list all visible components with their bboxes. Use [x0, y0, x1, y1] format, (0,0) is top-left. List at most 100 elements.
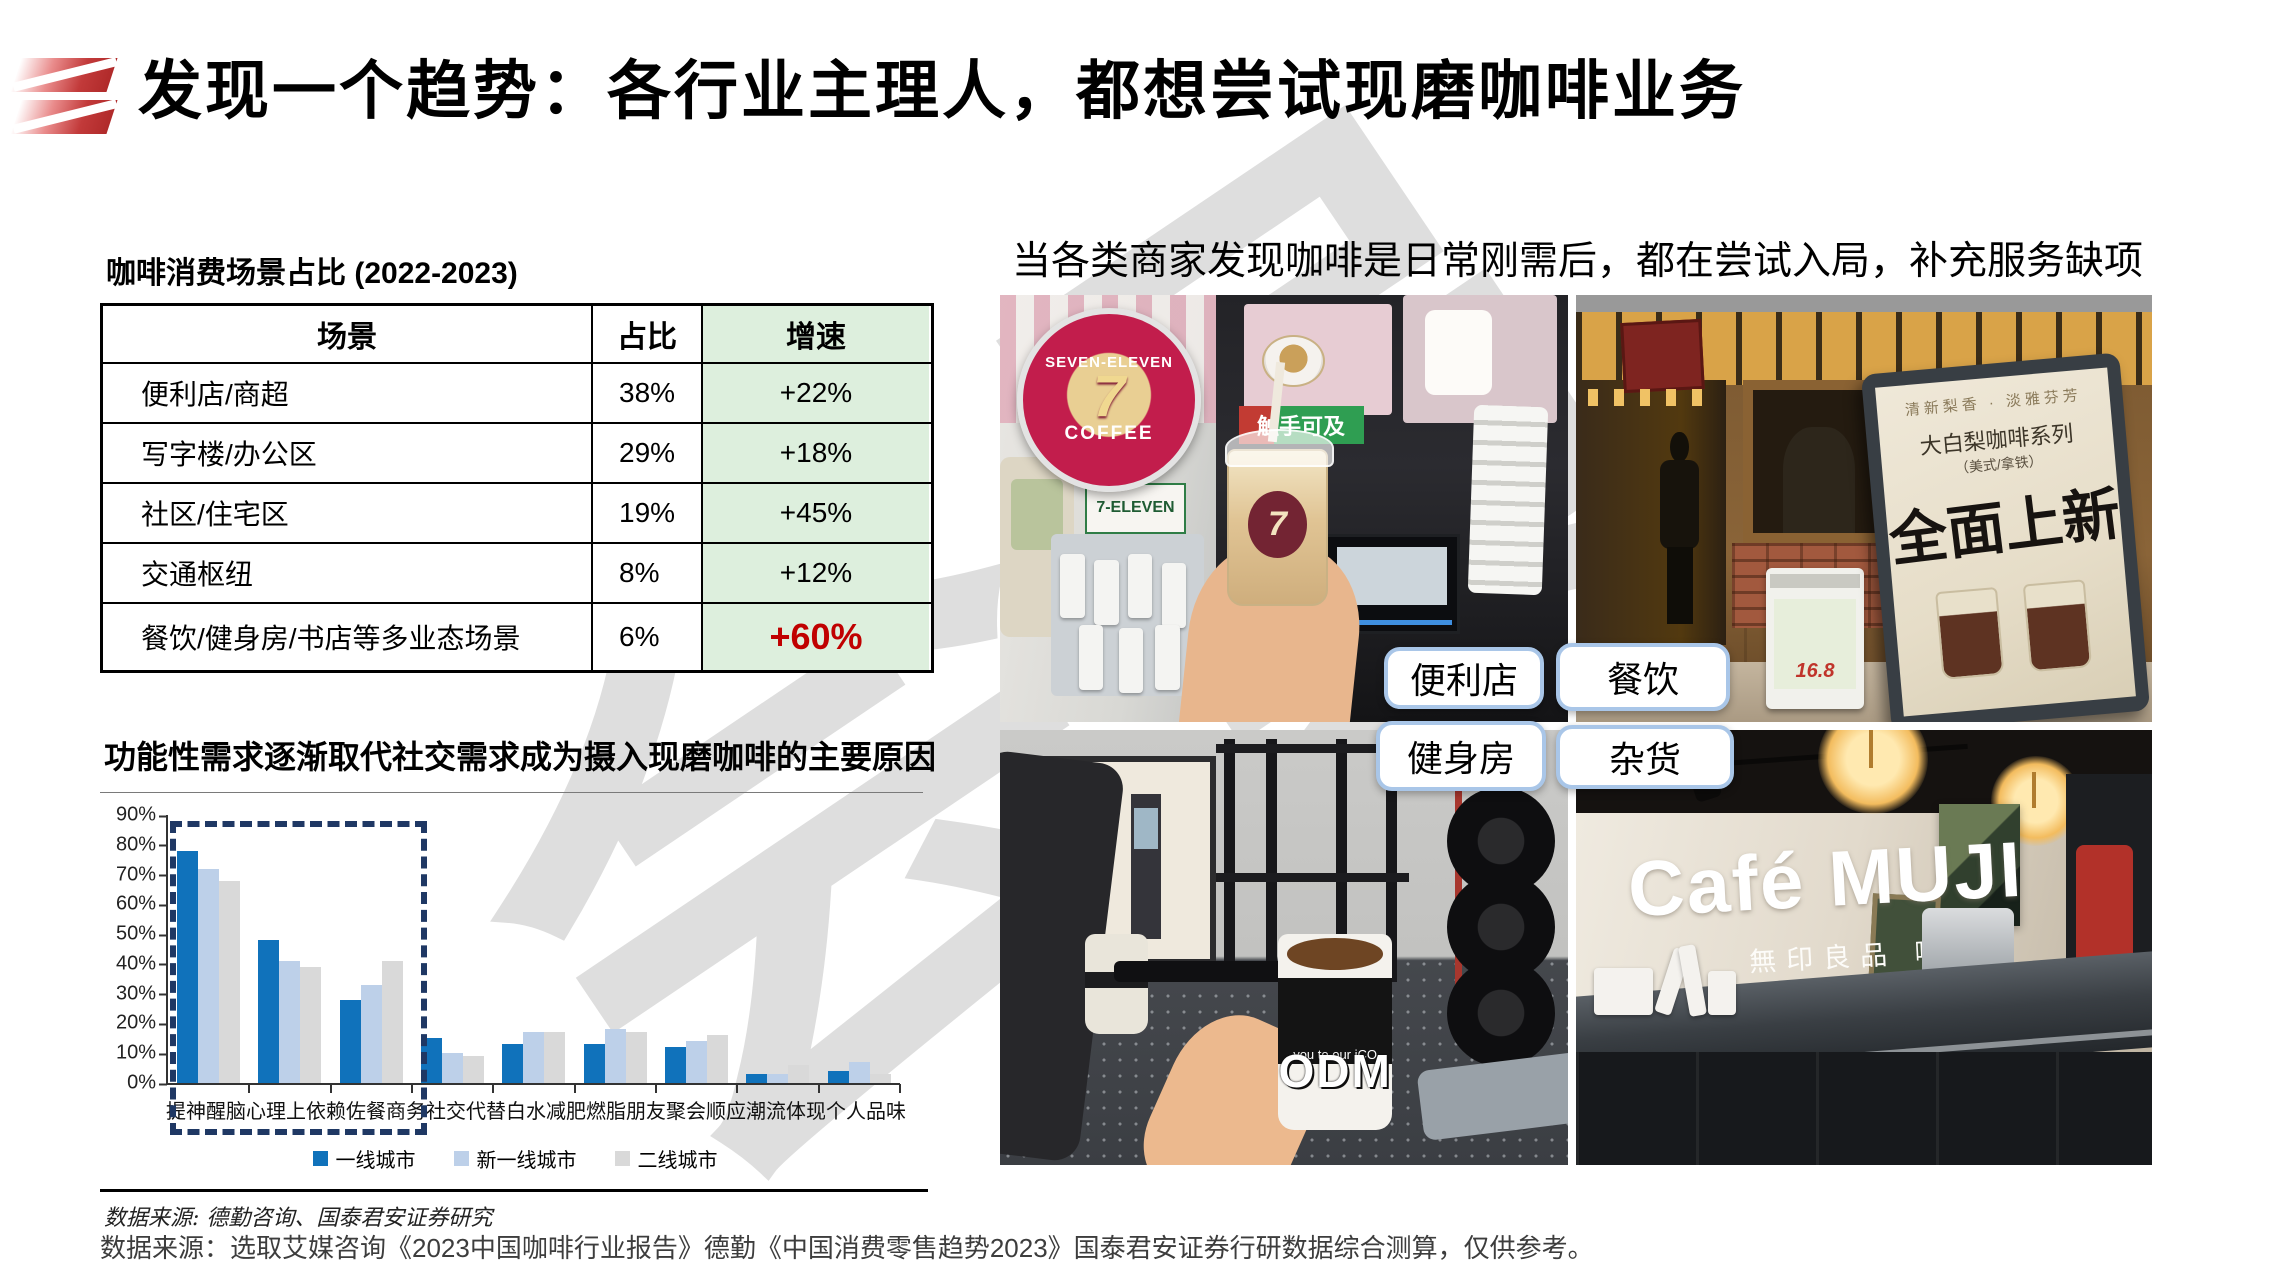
- bottle: [1708, 971, 1737, 1016]
- hanging-pack: [1094, 560, 1119, 625]
- photo-cafe-muji: Café MUJI 無印良品 咖啡: [1576, 730, 2152, 1165]
- hanging-pack: [1155, 624, 1180, 690]
- rack-post: [1266, 738, 1278, 983]
- table-row: 写字楼/办公区 29% +18%: [103, 424, 931, 484]
- photo-label-convenience-store: 便利店: [1384, 647, 1544, 709]
- menu-coffee-cup-icon: [1261, 334, 1326, 388]
- counter-front: [1576, 1051, 2152, 1165]
- reasons-bar-chart: 功能性需求逐渐取代社交需求成为摄入现磨咖啡的主要原因 0% 10% 20% 30% 40…: [100, 732, 937, 1232]
- bar-plot: 0% 10% 20% 30% 40% 50% 60% 70% 80% 90%: [116, 804, 902, 1135]
- bar-group: [737, 815, 820, 1093]
- hanging-pack: [1127, 553, 1153, 619]
- bar-新一线城市: [523, 1032, 545, 1083]
- coffee-poster: 清新梨香 · 淡雅芬芳 大白梨咖啡系列 （美式/拿铁） 全面上新: [1874, 368, 2136, 718]
- bar-groups: [168, 815, 902, 1093]
- menu-screen-right: [1403, 295, 1557, 424]
- growth-cell-highlight: +60%: [703, 604, 929, 670]
- hanging-pack: [1161, 563, 1187, 629]
- growth-cell: +12%: [703, 544, 929, 602]
- hanging-pack: [1078, 624, 1104, 690]
- seven-eleven-store-sign: 7-ELEVEN: [1085, 482, 1186, 534]
- coffee-cup: you to our iCO ODM: [1278, 934, 1392, 1131]
- figure-top: [1134, 808, 1158, 849]
- plate-rack: [1437, 772, 1555, 1067]
- share-cell: 38%: [593, 364, 703, 422]
- menu-screen-left: [1244, 303, 1392, 415]
- cup-lid: [1225, 429, 1334, 468]
- screen-image: [1337, 546, 1447, 605]
- bar-一线城市: [583, 1044, 605, 1083]
- chalk-bucket: [1085, 934, 1149, 1035]
- photo-label-restaurant: 餐饮: [1556, 643, 1730, 711]
- share-cell: 8%: [593, 544, 703, 602]
- legend-item-新一线城市: 新一线城市: [453, 1144, 577, 1173]
- photo-grid: 触手可及 7-ELEVEN SEVEN-ELEVEN 7 COFFEE: [1000, 295, 2152, 1165]
- weight-plate: [1447, 958, 1555, 1067]
- x-axis-category-label: 商务社交: [386, 1101, 466, 1123]
- bar-新一线城市: [279, 960, 301, 1083]
- bar-一线城市: [746, 1074, 768, 1083]
- scene-cell: 写字楼/办公区: [103, 424, 593, 482]
- bar-group: [412, 815, 495, 1093]
- poster-title: 全面上新: [1884, 479, 2124, 576]
- table-title: 咖啡消费场景占比 (2022-2023): [106, 257, 518, 290]
- poster-header: 清新梨香 · 淡雅芬芳: [1903, 387, 2083, 420]
- poster-cup-icon: [2021, 579, 2092, 674]
- growth-cell: +18%: [703, 424, 929, 482]
- x-axis-category-label: 朋友聚会: [626, 1101, 706, 1123]
- cutting-board: [1594, 967, 1654, 1016]
- x-axis-category-label: 佐餐: [346, 1101, 386, 1123]
- staff-silhouette: [1657, 431, 1703, 624]
- person-legs: [1666, 546, 1693, 624]
- y-axis-tick-label: 80%: [115, 833, 168, 856]
- person-head: [1670, 431, 1689, 463]
- poster-cup-icon: [1934, 587, 2004, 681]
- scene-cell: 交通枢纽: [103, 544, 593, 602]
- bar-新一线城市: [442, 1053, 464, 1083]
- poster-cups: [1934, 579, 2092, 681]
- x-axis-category-label: 减肥燃脂: [546, 1101, 626, 1123]
- bar-新一线城市: [604, 1029, 626, 1083]
- red-plaque: [1620, 318, 1705, 393]
- bar-二线城市: [381, 960, 403, 1083]
- bar-group: [493, 815, 576, 1093]
- logo-seven-glyph: 7: [1092, 364, 1126, 430]
- bar-二线城市: [625, 1032, 647, 1083]
- legend-swatch: [614, 1151, 630, 1166]
- slide-source-note: 数据来源：选取艾媒咨询《2023中国咖啡行业报告》德勤《中国消费零售趋势2023…: [100, 1233, 1594, 1263]
- chart-bottom-rule: [100, 1189, 928, 1192]
- x-axis-category-label: 提神醒脑: [166, 1101, 246, 1123]
- digital-sign-stand: 清新梨香 · 淡雅芬芳 大白梨咖啡系列 （美式/拿铁） 全面上新: [1860, 352, 2150, 722]
- x-axis-category-label: 代替白水: [466, 1101, 546, 1123]
- bar-一线城市: [827, 1071, 849, 1083]
- photo-gym: you to our iCO ODM: [1000, 730, 1568, 1165]
- bar-group: [331, 815, 414, 1093]
- chart-source: 数据来源: 德勤咨询、国泰君安证券研究: [104, 1206, 493, 1231]
- screen-progress-line: [1331, 620, 1453, 626]
- hanging-pack: [1118, 628, 1144, 694]
- treadmill-silhouette: [1131, 793, 1161, 940]
- cup-brand-text: ODM: [1278, 1045, 1392, 1098]
- person-body: [1660, 460, 1699, 549]
- ice-cream-freezer: 16.8: [1766, 568, 1864, 710]
- coffee-surface: [1287, 938, 1383, 970]
- bar-一线城市: [421, 1038, 443, 1083]
- chart-legend: 一线城市 新一线城市 二线城市: [100, 1144, 930, 1173]
- col-header-scene: 场景: [103, 306, 593, 362]
- bar-新一线城市: [686, 1041, 708, 1083]
- table-row: 便利店/商超 38% +22%: [103, 364, 931, 424]
- bar-group: [656, 815, 739, 1093]
- slide-header: 发现一个趋势：各行业主理人，都想尝试现磨咖啡业务: [0, 0, 2275, 150]
- scene-cell: 餐饮/健身房/书店等多业态场景: [103, 604, 593, 670]
- power-rack: [1215, 738, 1409, 983]
- bar-新一线城市: [360, 984, 382, 1083]
- y-axis-tick-label: 60%: [115, 892, 168, 915]
- photo-label-grocery: 杂货: [1556, 725, 1734, 789]
- bar-group: [249, 815, 332, 1093]
- x-axis-category-label: 体现个人品味: [786, 1101, 906, 1123]
- col-header-share: 占比: [593, 306, 703, 362]
- share-cell: 6%: [593, 604, 703, 670]
- chart-title: 功能性需求逐渐取代社交需求成为摄入现磨咖啡的主要原因: [104, 739, 937, 775]
- table-header-row: 场景 占比 增速: [103, 306, 931, 364]
